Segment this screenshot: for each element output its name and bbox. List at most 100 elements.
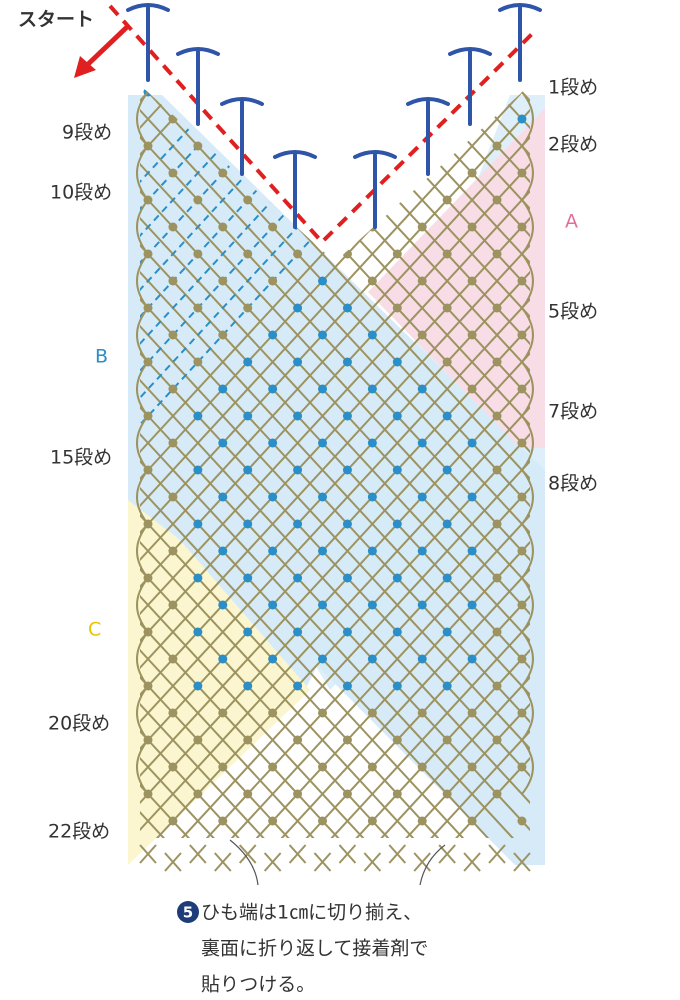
knot: [342, 519, 352, 529]
knot: [517, 762, 527, 772]
knot: [268, 222, 278, 232]
pin: [353, 150, 397, 229]
knot: [392, 249, 402, 259]
knot: [492, 195, 502, 205]
knot: [243, 573, 253, 583]
knot: [492, 87, 502, 97]
knot: [268, 168, 278, 178]
knot: [417, 546, 427, 556]
loop: [521, 307, 534, 363]
knot: [392, 141, 402, 151]
knot: [218, 600, 228, 610]
loop: [136, 685, 149, 741]
knot: [367, 492, 377, 502]
knot: [492, 735, 502, 745]
knot: [243, 735, 253, 745]
knot: [392, 303, 402, 313]
row-label: 2段め: [548, 134, 598, 156]
knot: [367, 762, 377, 772]
knot: [268, 708, 278, 718]
fringe-end: [288, 844, 307, 864]
strand: [140, 91, 530, 838]
knot: [168, 546, 178, 556]
loop: [521, 469, 534, 525]
pin: [220, 97, 264, 176]
pin: [406, 97, 450, 176]
knot: [517, 492, 527, 502]
knot: [268, 330, 278, 340]
knot: [293, 141, 303, 151]
knot: [367, 546, 377, 556]
fringe-end: [363, 852, 382, 872]
fringe-end: [388, 844, 407, 864]
loop: [521, 145, 534, 201]
knot: [243, 249, 253, 259]
loop: [136, 253, 149, 309]
knot: [392, 519, 402, 529]
strand: [0, 92, 123, 902]
loop: [521, 685, 534, 741]
knot: [342, 87, 352, 97]
row-label: 20段め: [48, 713, 110, 735]
note-line: 裏面に折り返して接着剤で: [201, 938, 428, 960]
knot: [268, 114, 278, 124]
fringe-end: [338, 844, 357, 864]
knot: [442, 411, 452, 421]
knot: [243, 303, 253, 313]
pin: [176, 47, 220, 126]
knot: [367, 330, 377, 340]
knot: [492, 681, 502, 691]
fringe-end: [488, 844, 506, 864]
strand: [672, 92, 680, 902]
strand: [371, 91, 530, 838]
loop: [521, 91, 534, 147]
knot: [293, 519, 303, 529]
knot: [243, 141, 253, 151]
fringe-end: [139, 844, 157, 864]
knot: [168, 492, 178, 502]
knot: [417, 492, 427, 502]
knot: [367, 600, 377, 610]
strand: [0, 92, 123, 902]
strand: [521, 91, 530, 838]
knot: [517, 114, 527, 124]
knot: [218, 384, 228, 394]
knot: [318, 492, 328, 502]
knot: [342, 195, 352, 205]
knot: [243, 465, 253, 475]
knot: [318, 330, 328, 340]
knot: [417, 600, 427, 610]
knot: [517, 330, 527, 340]
knot: [467, 330, 477, 340]
knot: [293, 681, 303, 691]
row-label: 22段め: [48, 821, 110, 843]
knot: [218, 708, 228, 718]
fringe-end: [164, 852, 182, 872]
arrow-head: [74, 56, 96, 78]
knot: [318, 600, 328, 610]
loop: [136, 469, 149, 525]
knot: [318, 276, 328, 286]
strand: [140, 91, 374, 838]
loop: [136, 523, 149, 579]
knot: [243, 411, 253, 421]
knot: [492, 465, 502, 475]
loop: [136, 415, 149, 471]
knot: [492, 357, 502, 367]
knot: [442, 519, 452, 529]
pin: [273, 150, 317, 229]
knot: [342, 681, 352, 691]
knot: [243, 681, 253, 691]
fringe-end: [463, 852, 481, 872]
knot: [218, 168, 228, 178]
knot: [467, 276, 477, 286]
strand: [0, 92, 23, 902]
knot: [193, 735, 203, 745]
knot: [318, 384, 328, 394]
knot: [392, 357, 402, 367]
knot: [342, 141, 352, 151]
knot: [293, 465, 303, 475]
strand: [140, 91, 324, 838]
knot: [293, 735, 303, 745]
knot: [243, 627, 253, 637]
